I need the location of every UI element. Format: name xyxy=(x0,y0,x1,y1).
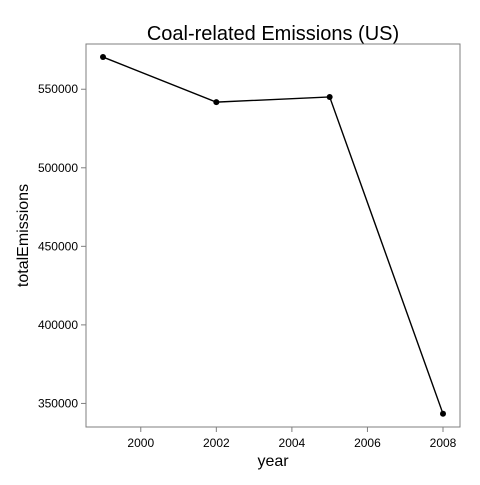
y-axis-label: totalEmissions xyxy=(15,184,32,287)
data-point xyxy=(326,93,333,100)
y-tick-label: 400000 xyxy=(38,318,78,332)
y-tick-label: 450000 xyxy=(38,239,78,253)
x-tick-label: 2008 xyxy=(430,436,457,450)
data-point xyxy=(440,410,446,417)
x-tick-label: 2000 xyxy=(127,436,154,450)
x-tick-label: 2004 xyxy=(279,436,306,450)
y-axis: 350000 400000 450000 500000 550000 xyxy=(38,82,86,410)
y-tick-label: 500000 xyxy=(38,161,78,175)
y-tick-label: 550000 xyxy=(38,82,78,96)
data-point xyxy=(213,99,220,106)
x-axis-label: year xyxy=(257,453,289,470)
series-layer xyxy=(100,54,446,417)
x-tick-label: 2006 xyxy=(354,436,381,450)
plot-panel xyxy=(85,43,461,428)
x-tick-label: 2002 xyxy=(203,436,230,450)
x-axis: 2000 2002 2004 2006 2008 xyxy=(127,427,457,450)
y-tick-label: 350000 xyxy=(38,396,78,410)
series-line xyxy=(102,56,444,415)
data-point xyxy=(100,54,106,61)
chart-title: Coal-related Emissions (US) xyxy=(147,23,399,45)
